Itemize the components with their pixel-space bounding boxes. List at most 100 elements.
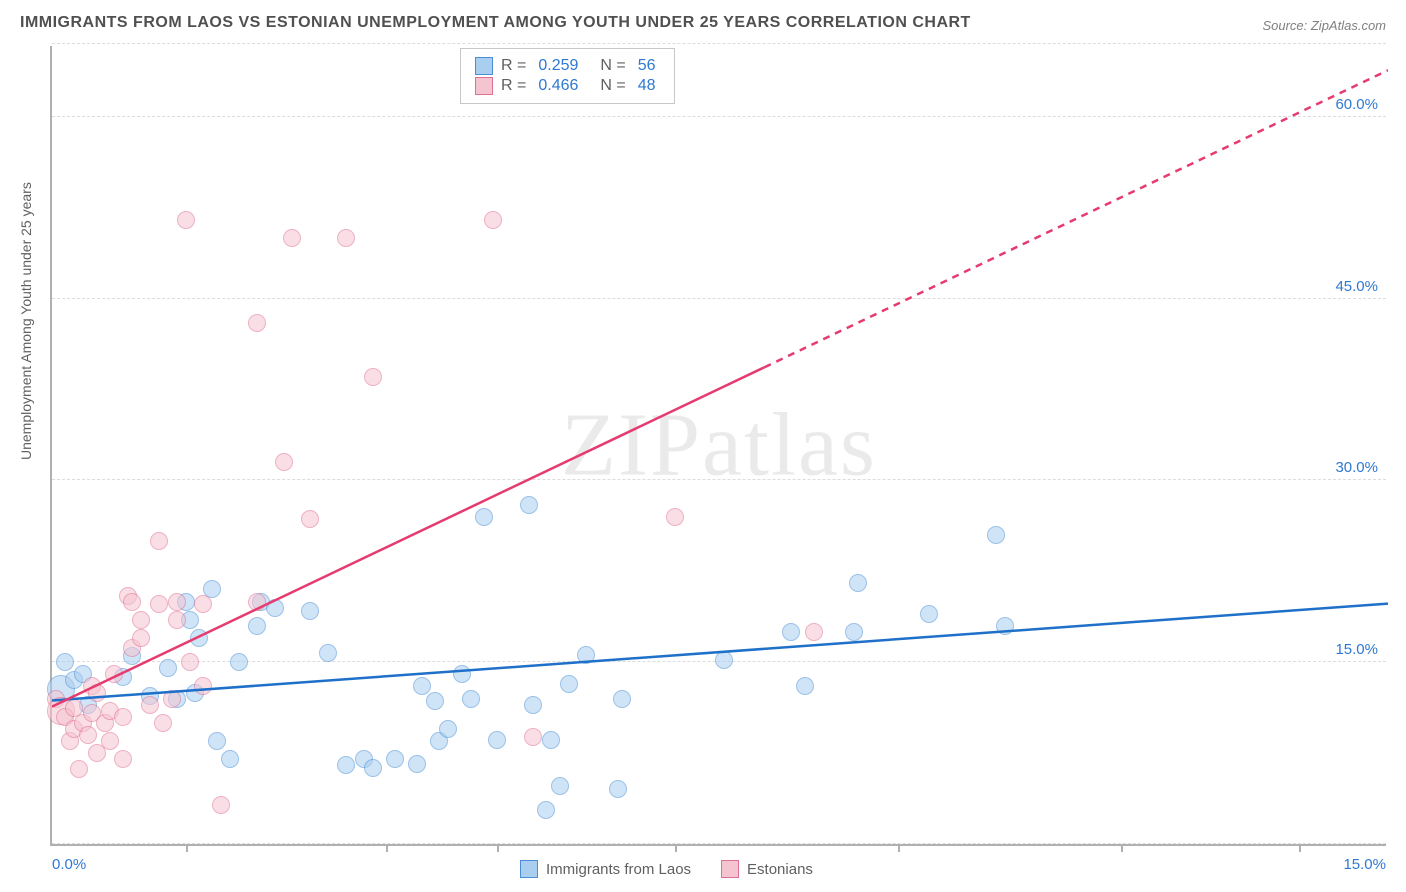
data-point-laos <box>230 653 248 671</box>
data-point-estonians <box>194 677 212 695</box>
data-point-laos <box>248 617 266 635</box>
gridline-h <box>52 116 1386 117</box>
data-point-laos <box>488 731 506 749</box>
data-point-laos <box>520 496 538 514</box>
x-axis-tick <box>675 844 677 852</box>
r-value-estonians: 0.466 <box>538 77 578 95</box>
legend-series: Immigrants from Laos Estonians <box>520 860 813 878</box>
data-point-laos <box>542 731 560 749</box>
r-label: R = <box>501 77 526 95</box>
data-point-estonians <box>88 684 106 702</box>
data-point-estonians <box>177 211 195 229</box>
data-point-laos <box>462 690 480 708</box>
swatch-estonians <box>475 77 493 95</box>
data-point-estonians <box>524 728 542 746</box>
n-value-estonians: 48 <box>638 77 656 95</box>
data-point-estonians <box>337 229 355 247</box>
data-point-laos <box>386 750 404 768</box>
chart-container: IMMIGRANTS FROM LAOS VS ESTONIAN UNEMPLO… <box>0 0 1406 892</box>
chart-title: IMMIGRANTS FROM LAOS VS ESTONIAN UNEMPLO… <box>20 14 971 32</box>
data-point-estonians <box>154 714 172 732</box>
source-attribution: Source: ZipAtlas.com <box>1262 18 1386 33</box>
data-point-laos <box>996 617 1014 635</box>
data-point-estonians <box>484 211 502 229</box>
series-label-laos: Immigrants from Laos <box>546 861 691 878</box>
data-point-laos <box>782 623 800 641</box>
n-value-laos: 56 <box>638 57 656 75</box>
data-point-estonians <box>181 653 199 671</box>
x-axis-tick <box>1121 844 1123 852</box>
data-point-estonians <box>805 623 823 641</box>
legend-row-estonians: R = 0.466 N = 48 <box>475 77 660 95</box>
data-point-estonians <box>275 453 293 471</box>
n-label: N = <box>600 77 625 95</box>
data-point-estonians <box>114 750 132 768</box>
x-axis-tick <box>186 844 188 852</box>
data-point-laos <box>560 675 578 693</box>
data-point-estonians <box>168 611 186 629</box>
data-point-laos <box>337 756 355 774</box>
data-point-estonians <box>194 595 212 613</box>
data-point-estonians <box>101 732 119 750</box>
x-axis-tick-label: 0.0% <box>52 856 86 873</box>
data-point-laos <box>537 801 555 819</box>
data-point-laos <box>796 677 814 695</box>
r-value-laos: 0.259 <box>538 57 578 75</box>
trend-lines <box>52 46 1388 846</box>
data-point-laos <box>475 508 493 526</box>
data-point-estonians <box>168 593 186 611</box>
data-point-laos <box>609 780 627 798</box>
swatch-estonians <box>721 860 739 878</box>
data-point-laos <box>190 629 208 647</box>
data-point-laos <box>221 750 239 768</box>
n-label: N = <box>600 57 625 75</box>
gridline-h <box>52 43 1386 44</box>
data-point-laos <box>849 574 867 592</box>
x-axis-tick <box>898 844 900 852</box>
data-point-estonians <box>364 368 382 386</box>
y-axis-tick-label: 45.0% <box>1335 278 1378 295</box>
data-point-laos <box>301 602 319 620</box>
legend-item-estonians: Estonians <box>721 860 813 878</box>
legend-row-laos: R = 0.259 N = 56 <box>475 57 660 75</box>
data-point-estonians <box>163 690 181 708</box>
r-label: R = <box>501 57 526 75</box>
data-point-laos <box>319 644 337 662</box>
x-axis-tick <box>1299 844 1301 852</box>
data-point-laos <box>920 605 938 623</box>
data-point-laos <box>439 720 457 738</box>
data-point-estonians <box>150 595 168 613</box>
data-point-laos <box>453 665 471 683</box>
gridline-h <box>52 298 1386 299</box>
data-point-laos <box>159 659 177 677</box>
data-point-laos <box>524 696 542 714</box>
data-point-laos <box>715 651 733 669</box>
data-point-estonians <box>666 508 684 526</box>
legend-correlation: R = 0.259 N = 56 R = 0.466 N = 48 <box>460 48 675 104</box>
data-point-laos <box>413 677 431 695</box>
data-point-laos <box>551 777 569 795</box>
data-point-estonians <box>150 532 168 550</box>
y-axis-tick-label: 15.0% <box>1335 641 1378 658</box>
series-label-estonians: Estonians <box>747 861 813 878</box>
data-point-laos <box>208 732 226 750</box>
data-point-estonians <box>123 593 141 611</box>
data-point-estonians <box>283 229 301 247</box>
x-axis-tick-label: 15.0% <box>1343 856 1386 873</box>
data-point-estonians <box>132 611 150 629</box>
y-axis-tick-label: 60.0% <box>1335 96 1378 113</box>
data-point-laos <box>56 653 74 671</box>
data-point-laos <box>577 646 595 664</box>
y-axis-label: Unemployment Among Youth under 25 years <box>18 182 34 460</box>
x-axis-tick <box>386 844 388 852</box>
data-point-laos <box>364 759 382 777</box>
y-axis-tick-label: 30.0% <box>1335 459 1378 476</box>
data-point-laos <box>408 755 426 773</box>
x-axis-tick <box>497 844 499 852</box>
data-point-laos <box>987 526 1005 544</box>
data-point-estonians <box>301 510 319 528</box>
data-point-laos <box>845 623 863 641</box>
data-point-estonians <box>79 726 97 744</box>
plot-area: ZIPatlas 15.0%30.0%45.0%60.0% <box>50 46 1386 846</box>
swatch-laos <box>475 57 493 75</box>
